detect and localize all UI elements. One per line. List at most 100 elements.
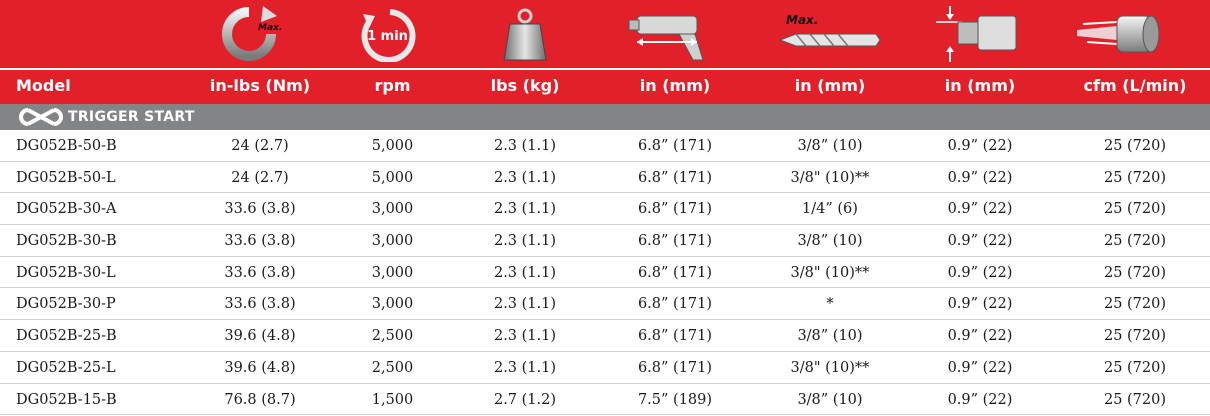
cell-airflow: 25 (720) (1103, 328, 1167, 345)
cell-weight: 2.3 (1.1) (493, 138, 557, 154)
drill-bit-max-label: Max. (786, 13, 818, 27)
trigger-icon (19, 108, 63, 126)
cell-spindle: 0.9” (22) (947, 201, 1013, 218)
table-header: Max. Nm 1 min. (0, 0, 1210, 104)
cell-spindle: 0.9” (22) (947, 359, 1013, 376)
table-row: DG052B-30-L 33.6 (3.8) 3,000 2.3 (1.1) 6.8” … (0, 257, 1210, 289)
cell-weight: 2.3 (1.1) (493, 359, 557, 376)
cell-weight: 2.3 (1.1) (493, 328, 557, 345)
cell-chuck: 3/8” (10) (797, 391, 863, 408)
cell-airflow: 25 (720) (1103, 138, 1167, 154)
section-title: TRIGGER START (68, 109, 195, 125)
cell-model: DG052B-15-B (16, 391, 117, 408)
table-body: DG052B-50-B 24 (2.7) 5,000 2.3 (1.1) 6.8” (1… (0, 130, 1210, 416)
spindle-offset-icon (930, 4, 1030, 64)
cell-torque: 33.6 (3.8) (224, 296, 296, 313)
column-header-spindle: in (mm) (944, 76, 1016, 95)
cell-spindle: 0.9” (22) (947, 264, 1013, 281)
cell-model: DG052B-25-L (16, 359, 116, 376)
table-row: DG052B-25-L 39.6 (4.8) 2,500 2.3 (1.1) 6.8” … (0, 352, 1210, 384)
section-bar: TRIGGER START (0, 104, 1210, 130)
cell-chuck: 3/8” (10) (797, 233, 863, 250)
cell-model: DG052B-30-L (16, 264, 116, 281)
cell-airflow: 25 (720) (1103, 391, 1167, 408)
cell-length: 6.8” (171) (637, 359, 713, 376)
cell-speed: 5,000 (371, 138, 414, 154)
cell-speed: 3,000 (371, 201, 414, 218)
cell-torque: 76.8 (8.7) (224, 391, 296, 408)
cell-chuck: 3/8" (10)** (790, 359, 870, 376)
cell-speed: 2,500 (371, 359, 414, 376)
column-header-chuck: in (mm) (794, 76, 866, 95)
cell-model: DG052B-30-A (16, 201, 117, 218)
column-header-torque: in-lbs (Nm) (209, 76, 311, 95)
cell-torque: 24 (2.7) (231, 138, 289, 154)
cell-chuck: 3/8” (10) (797, 138, 863, 154)
air-flow-icon (1075, 4, 1175, 64)
cell-spindle: 0.9” (22) (947, 296, 1013, 313)
column-header-airflow: cfm (L/min) (1083, 76, 1187, 95)
cell-length: 6.8” (171) (637, 169, 713, 186)
cell-chuck: 3/8" (10)** (790, 264, 870, 281)
length-icon (625, 4, 715, 64)
cell-length: 6.8” (171) (637, 296, 713, 313)
cell-spindle: 0.9” (22) (947, 328, 1013, 345)
cell-spindle: 0.9” (22) (947, 138, 1013, 154)
cell-torque: 33.6 (3.8) (224, 201, 296, 218)
cell-airflow: 25 (720) (1103, 201, 1167, 218)
cell-weight: 2.3 (1.1) (493, 233, 557, 250)
cell-model: DG052B-30-B (16, 233, 117, 250)
column-header-speed: rpm (374, 76, 411, 95)
cell-spindle: 0.9” (22) (947, 169, 1013, 186)
cell-length: 7.5” (189) (637, 391, 713, 408)
cell-model: DG052B-50-B (16, 138, 117, 154)
cell-length: 6.8” (171) (637, 201, 713, 218)
drill-bit-icon: Max. (775, 4, 885, 64)
cell-length: 6.8” (171) (637, 328, 713, 345)
cell-airflow: 25 (720) (1103, 169, 1167, 186)
table-row: DG052B-30-P 33.6 (3.8) 3,000 2.3 (1.1) 6.8” … (0, 288, 1210, 321)
cell-model: DG052B-25-B (16, 328, 117, 345)
cell-length: 6.8” (171) (637, 138, 713, 154)
cell-weight: 2.3 (1.1) (493, 296, 557, 313)
cell-length: 6.8” (171) (637, 233, 713, 250)
cell-torque: 24 (2.7) (231, 169, 289, 186)
cell-spindle: 0.9” (22) (947, 233, 1013, 250)
cell-weight: 2.7 (1.2) (493, 391, 557, 408)
cell-spindle: 0.9” (22) (947, 391, 1013, 408)
table-row: DG052B-30-B 33.6 (3.8) 3,000 2.3 (1.1) 6.8” … (0, 225, 1210, 257)
column-header-model: Model (16, 76, 71, 95)
cell-airflow: 25 (720) (1103, 296, 1167, 313)
cell-speed: 5,000 (371, 169, 414, 186)
cell-chuck: 3/8" (10)** (790, 169, 870, 186)
cell-weight: 2.3 (1.1) (493, 201, 557, 218)
cell-torque: 39.6 (4.8) (224, 359, 296, 376)
cell-chuck: 1/4” (6) (802, 201, 858, 218)
cell-speed: 1,500 (371, 391, 414, 408)
cell-speed: 3,000 (371, 233, 414, 250)
cell-weight: 2.3 (1.1) (493, 264, 557, 281)
rpm-icon: 1 min. (350, 4, 430, 64)
cell-length: 6.8” (171) (637, 264, 713, 281)
cell-torque: 33.6 (3.8) (224, 233, 296, 250)
column-header-weight: lbs (kg) (490, 76, 560, 95)
table-row: DG052B-50-B 24 (2.7) 5,000 2.3 (1.1) 6.8” (1… (0, 130, 1210, 162)
header-units-row: Model in-lbs (Nm) rpm lbs (kg) in (mm) i… (0, 68, 1210, 104)
cell-chuck: * (826, 296, 834, 313)
cell-airflow: 25 (720) (1103, 264, 1167, 281)
cell-model: DG052B-30-P (16, 296, 116, 313)
cell-torque: 33.6 (3.8) (224, 264, 296, 281)
cell-model: DG052B-50-L (16, 169, 116, 186)
table-row: DG052B-30-A 33.6 (3.8) 3,000 2.3 (1.1) 6.8” … (0, 193, 1210, 226)
cell-speed: 3,000 (371, 296, 414, 313)
torque-max-label: Max. Nm (258, 23, 281, 33)
cell-airflow: 25 (720) (1103, 359, 1167, 376)
rpm-label: 1 min. (367, 29, 413, 44)
cell-weight: 2.3 (1.1) (493, 169, 557, 186)
torque-icon: Max. Nm (215, 4, 285, 64)
table-row: DG052B-50-L 24 (2.7) 5,000 2.3 (1.1) 6.8” (1… (0, 162, 1210, 194)
table-row: DG052B-15-B 76.8 (8.7) 1,500 2.7 (1.2) 7.5” … (0, 384, 1210, 416)
header-icon-row: Max. Nm 1 min. (0, 0, 1210, 68)
weight-icon (490, 4, 560, 64)
